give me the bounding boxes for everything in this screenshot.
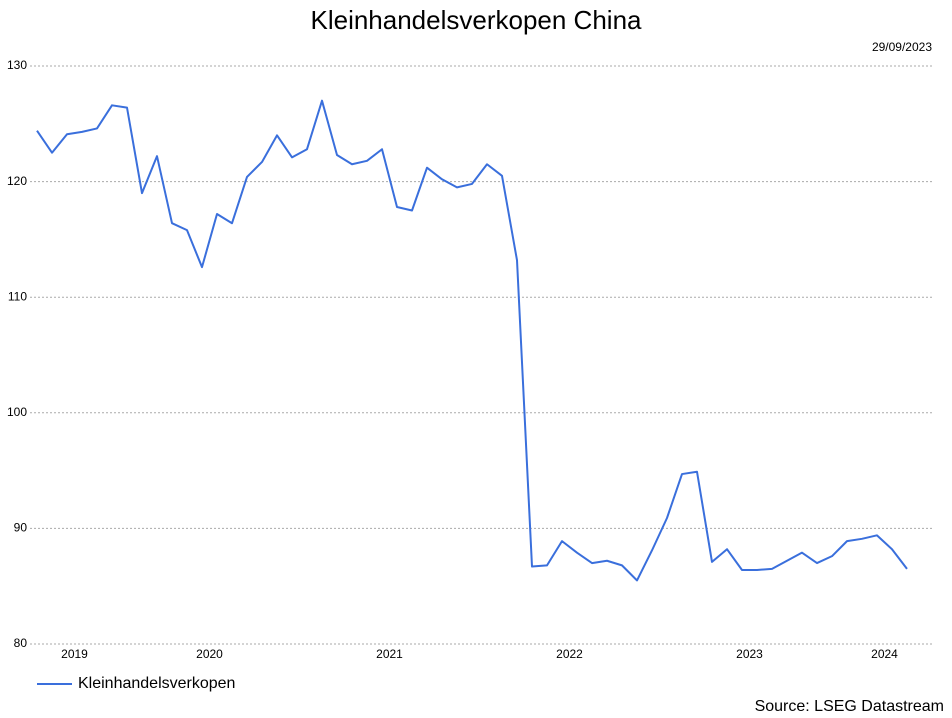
y-tick-label: 90 — [14, 521, 28, 535]
y-tick-label: 80 — [14, 636, 28, 650]
date: 29/09/2023 — [872, 40, 932, 54]
x-tick-label: 2020 — [196, 647, 223, 661]
x-tick-label: 2021 — [376, 647, 403, 661]
source: Source: LSEG Datastream — [755, 698, 944, 715]
y-tick-label: 100 — [7, 405, 27, 419]
line-series — [36, 99, 908, 582]
chart-title: Kleinhandelsverkopen China — [310, 5, 642, 35]
y-tick-label: 110 — [8, 289, 27, 303]
x-tick-label: 2023 — [736, 647, 763, 661]
y-tick-label: 130 — [7, 58, 27, 72]
y-tick-label: 120 — [7, 174, 27, 188]
legend-label: Kleinhandelsverkopen — [78, 675, 235, 692]
x-tick-label: 2022 — [556, 647, 583, 661]
x-tick-label: 2019 — [61, 647, 88, 661]
x-tick-label: 2024 — [871, 647, 898, 661]
